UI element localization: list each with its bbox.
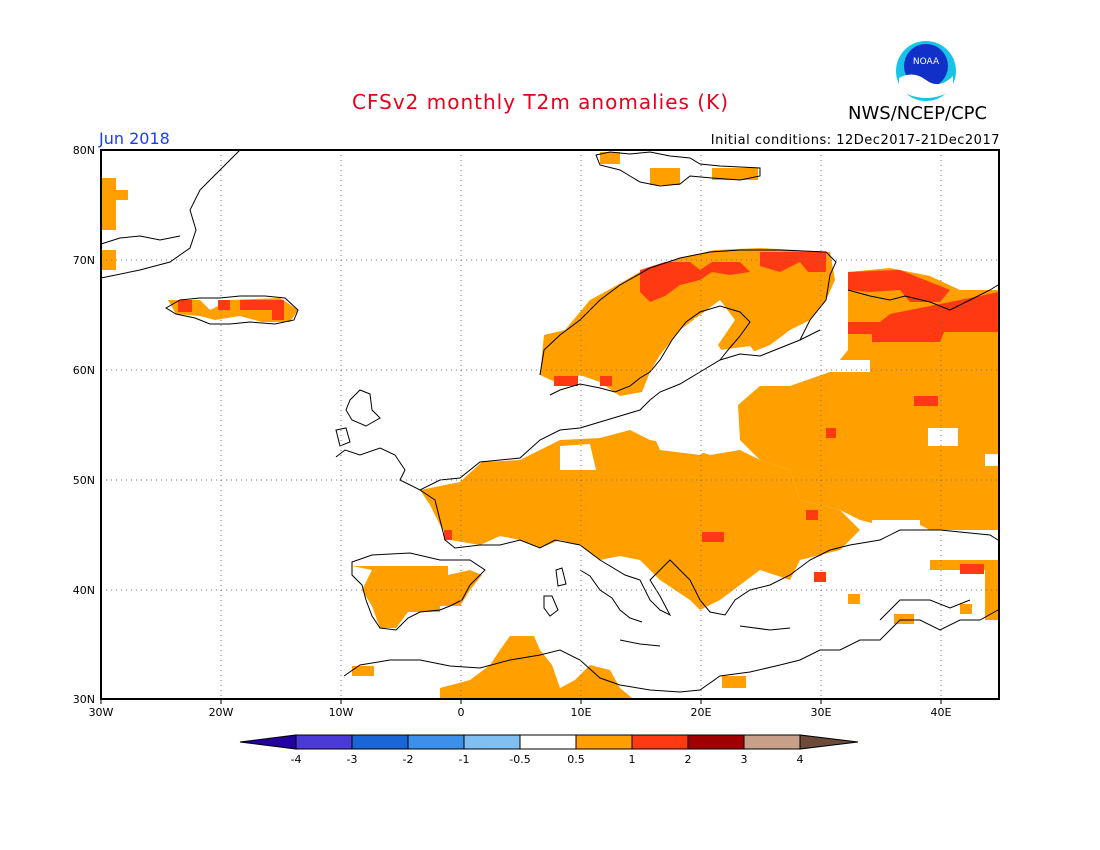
neutral-region: [694, 318, 712, 330]
warm-anomaly-region: [702, 532, 724, 542]
colorbar-label: 1: [629, 753, 636, 766]
colorbar-labels: -4 -3 -2 -1 -0.5 0.5 1 2 3 4: [291, 753, 804, 766]
warm-anomaly-region: [760, 252, 826, 272]
lon-tick-label: 0: [458, 706, 465, 719]
colorbar-segment: [519, 734, 577, 750]
anomaly-region: [650, 168, 680, 185]
warm-anomaly-region: [554, 376, 578, 386]
neutral-region: [928, 428, 958, 446]
anomaly-region: [420, 430, 860, 610]
lat-tick-label: 30N: [73, 693, 95, 706]
logo-text: NOAA: [913, 57, 940, 67]
colorbar-segment: [575, 734, 633, 750]
colorbar-segment: [295, 734, 353, 750]
lat-tick-label: 70N: [73, 254, 95, 267]
colorbar-label: 2: [685, 753, 692, 766]
lon-tick-label: 10W: [329, 706, 354, 719]
initial-conditions: Initial conditions: 12Dec2017-21Dec2017: [710, 133, 1000, 148]
agency-label: NWS/NCEP/CPC: [848, 103, 988, 124]
colorbar-label: 0.5: [567, 753, 585, 766]
colorbar-segment: [799, 734, 859, 750]
anomaly-region: [101, 250, 116, 270]
warm-anomaly-region: [960, 564, 984, 574]
warm-anomaly-region: [848, 270, 950, 302]
warm-anomaly-region: [178, 300, 192, 312]
warm-anomaly-region: [914, 396, 938, 406]
colorbar-segment: [463, 734, 521, 750]
colorbar-label: -3: [347, 753, 358, 766]
warm-anomaly-region: [240, 300, 284, 320]
warm-anomaly-region: [600, 376, 612, 386]
warm-anomaly-region: [444, 530, 452, 540]
warm-anomaly-region: [826, 428, 836, 438]
warm-anomaly-region: [640, 262, 750, 302]
colorbar-label: -0.5: [509, 753, 530, 766]
lon-ticks: [100, 699, 942, 704]
anomaly-region: [440, 636, 632, 698]
colorbar-label: 3: [741, 753, 748, 766]
colorbar-label: -1: [459, 753, 470, 766]
lon-tick-labels: 30W 20W 10W 0 10E 20E 30E 40E: [89, 706, 952, 719]
warm-anomaly-region: [814, 572, 826, 582]
anomaly-region: [712, 168, 758, 180]
forecast-month: Jun 2018: [99, 129, 170, 148]
anomaly-region: [352, 666, 374, 676]
anomaly-region: [101, 178, 128, 230]
colorbar-segment: [743, 734, 801, 750]
lat-tick-label: 80N: [73, 144, 95, 157]
colorbar-label: 4: [797, 753, 804, 766]
anomaly-region: [600, 152, 620, 164]
anomaly-region: [352, 566, 482, 628]
colorbar-segment: [351, 734, 409, 750]
coastlines: [100, 149, 999, 693]
lon-tick-label: 10E: [571, 706, 592, 719]
colorbar-segment: [239, 734, 297, 750]
colorbar-segment: [687, 734, 745, 750]
colorbar-segment: [407, 734, 465, 750]
lon-tick-label: 40E: [931, 706, 952, 719]
lon-tick-label: 20W: [209, 706, 234, 719]
neutral-region: [830, 360, 870, 372]
neutral-region: [560, 444, 596, 470]
neutral-region: [985, 454, 998, 466]
anomaly-region: [722, 676, 746, 688]
map-frame: [100, 149, 1000, 700]
colorbar-label: -4: [291, 753, 302, 766]
warm-anomaly-region: [806, 510, 818, 520]
lon-tick-label: 30E: [811, 706, 832, 719]
colorbar: [239, 734, 859, 750]
colorbar-label: -2: [403, 753, 414, 766]
neutral-region: [872, 520, 920, 530]
colorbar-segment: [631, 734, 689, 750]
lon-tick-label: 30W: [89, 706, 114, 719]
lon-tick-label: 20E: [691, 706, 712, 719]
anomaly-fill-layer: [101, 152, 998, 698]
lat-tick-label: 60N: [73, 364, 95, 377]
warm-anomaly-region: [218, 300, 230, 310]
anomaly-region: [848, 594, 860, 604]
lat-tick-labels: 30N 40N 50N 60N 70N 80N: [73, 144, 95, 706]
anomaly-region: [960, 604, 972, 614]
map-title: CFSv2 monthly T2m anomalies (K): [352, 90, 729, 114]
neutral-region: [652, 428, 720, 455]
noaa-logo: NOAA: [896, 41, 956, 101]
lat-tick-label: 50N: [73, 474, 95, 487]
anomaly-region: [540, 248, 835, 396]
lat-tick-label: 40N: [73, 584, 95, 597]
